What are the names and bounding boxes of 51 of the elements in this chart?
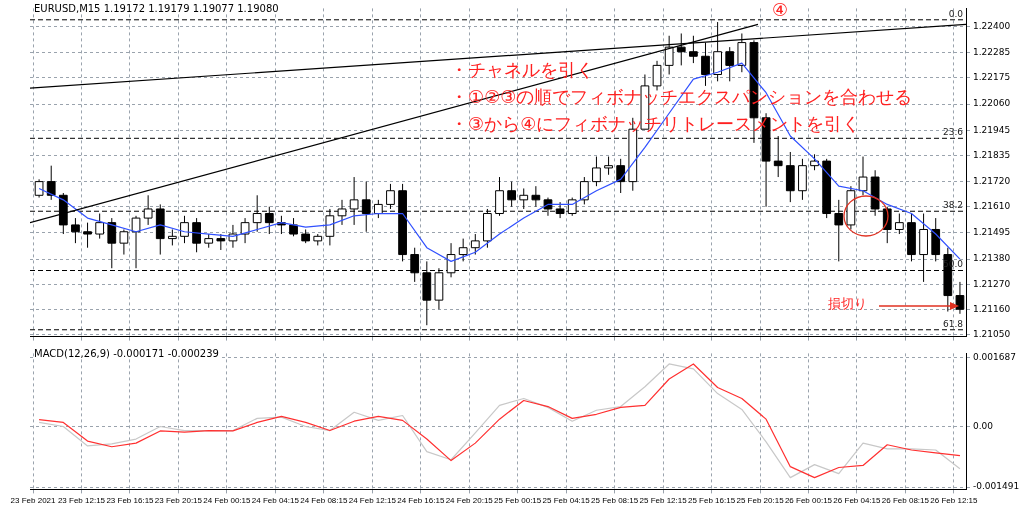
x-tick-label: 26 Feb 12:15	[930, 496, 978, 506]
annotation: 61.8	[942, 318, 964, 329]
candlestick	[180, 215, 189, 244]
x-tick-label: 25 Feb 12:15	[639, 496, 688, 506]
x-tick-label: 23 Feb 20:15	[154, 496, 203, 506]
y-tick-label: 1.21835	[973, 149, 1011, 160]
y-tick-label: -0.001491	[973, 481, 1020, 492]
x-tick-label: 24 Feb 08:15	[300, 496, 348, 506]
x-tick-label: 25 Feb 16:15	[687, 496, 736, 506]
y-tick-label: 1.21945	[973, 124, 1011, 135]
candlestick	[289, 217, 298, 237]
x-tick-label: 23 Feb 16:15	[106, 496, 155, 506]
chart-title: MACD(12,26,9) -0.000171 -0.000239	[34, 348, 219, 359]
x-tick-label: 25 Feb 20:15	[736, 496, 785, 506]
y-tick-label: 0.001687	[973, 352, 1016, 363]
y-tick-label: 1.21380	[973, 253, 1011, 264]
x-tick-label: 24 Feb 00:15	[203, 496, 252, 506]
y-tick-label: 1.22175	[973, 72, 1011, 83]
annotation: 38.2	[942, 200, 963, 211]
candlestick	[386, 183, 395, 210]
y-tick-label: 1.21610	[973, 201, 1011, 212]
annotation: 23.6	[942, 127, 964, 138]
x-tick-label: 23 Feb 12:15	[57, 496, 106, 506]
y-tick-label: 1.21720	[973, 175, 1011, 186]
candlestick	[894, 213, 904, 235]
candlestick	[689, 35, 698, 64]
annotation: ④	[772, 0, 789, 20]
x-tick-label: 24 Feb 04:15	[251, 496, 300, 506]
y-tick-label: 1.22285	[973, 47, 1011, 58]
x-tick-label: 25 Feb 08:15	[591, 496, 639, 506]
x-tick-label: 26 Feb 00:15	[784, 496, 833, 506]
chart-title: EURUSD,M15 1.19172 1.19179 1.19077 1.19080	[34, 3, 279, 14]
y-tick-label: 0.00	[973, 420, 994, 431]
y-tick-label: 1.21050	[973, 328, 1011, 339]
y-tick-label: 1.21270	[973, 278, 1011, 289]
annotation: 損切り	[828, 296, 867, 312]
y-tick-label: 1.21495	[973, 227, 1011, 238]
annotation: 0.0	[948, 8, 964, 19]
candlestick	[192, 217, 201, 253]
x-tick-label: 26 Feb 04:15	[833, 496, 882, 506]
x-tick-label: 25 Feb 00:15	[494, 496, 542, 506]
y-tick-label: 1.22060	[973, 98, 1011, 109]
x-tick-label: 25 Feb 04:15	[542, 496, 591, 506]
x-tick-label: 26 Feb 08:15	[881, 496, 930, 506]
candlestick	[83, 222, 92, 249]
x-tick-label: 24 Feb 12:15	[348, 496, 397, 506]
x-tick-label: 24 Feb 16:15	[397, 496, 445, 506]
x-tick-label: 23 Feb 2021	[10, 496, 57, 506]
y-tick-label: 1.21160	[973, 303, 1011, 314]
y-tick-label: 1.22400	[973, 20, 1011, 31]
x-tick-label: 24 Feb 20:15	[445, 496, 494, 506]
